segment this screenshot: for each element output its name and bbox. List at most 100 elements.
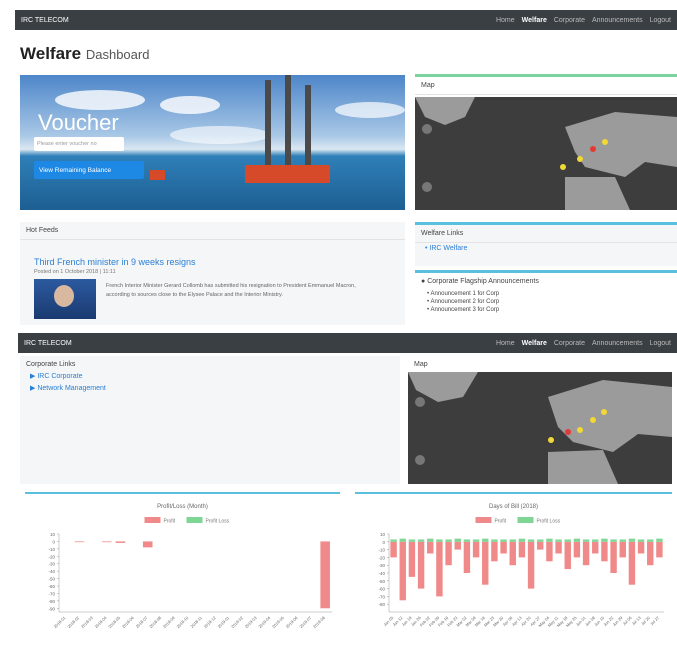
x-tick-label: Jul 27 bbox=[649, 615, 661, 627]
nav-links: Home Welfare Corporate Announcements Log… bbox=[496, 17, 671, 24]
banner: Voucher Please enter voucher no View Rem… bbox=[20, 75, 405, 210]
bar bbox=[500, 539, 506, 541]
bar bbox=[601, 539, 607, 542]
bar bbox=[638, 542, 644, 554]
x-tick-label: 2018-08 bbox=[148, 615, 162, 629]
announcement-text[interactable]: Announcement 3 for Corp bbox=[430, 307, 499, 313]
x-tick-label: 2018-09 bbox=[162, 615, 176, 629]
nav-link[interactable]: Logout bbox=[650, 17, 671, 24]
hot-feeds-panel: Hot Feeds Third French minister in 9 wee… bbox=[20, 222, 405, 325]
bar bbox=[418, 539, 424, 541]
link-text[interactable]: IRC Corporate bbox=[37, 373, 82, 380]
x-tick-label: 2018-11 bbox=[189, 615, 203, 629]
panel-title: ● Corporate Flagship Announcements bbox=[415, 273, 677, 290]
bar bbox=[102, 541, 112, 542]
bar bbox=[482, 542, 488, 585]
bar bbox=[592, 542, 598, 554]
panel-title-text: Corporate Flagship Announcements bbox=[427, 278, 539, 285]
bar bbox=[473, 542, 479, 558]
panel-title: Corporate Links bbox=[20, 356, 400, 370]
bar bbox=[565, 539, 571, 541]
bar bbox=[436, 542, 442, 597]
nav-link[interactable]: Corporate bbox=[554, 17, 585, 24]
title-main: Welfare bbox=[20, 44, 81, 63]
announcement-text[interactable]: Announcement 2 for Corp bbox=[430, 299, 499, 305]
brand: IRC TELECOM bbox=[24, 340, 72, 347]
chart-title: Profit/Loss (Month) bbox=[157, 504, 208, 510]
nav-link[interactable]: Corporate bbox=[554, 340, 585, 347]
bar bbox=[510, 542, 516, 565]
bar bbox=[656, 542, 662, 558]
bar bbox=[647, 542, 653, 565]
chart-title: Days of Bill (2018) bbox=[489, 504, 538, 510]
nav-link[interactable]: Welfare bbox=[522, 340, 547, 347]
y-tick-label: 10 bbox=[50, 532, 56, 537]
x-tick-label: 2018-02 bbox=[66, 615, 80, 629]
nav-link[interactable]: Announcements bbox=[592, 17, 643, 24]
bar bbox=[537, 539, 543, 541]
meta: Posted on 1 October 2018 | 11:11 bbox=[34, 269, 116, 275]
link-text[interactable]: Network Management bbox=[37, 385, 105, 392]
bar bbox=[519, 542, 525, 558]
y-tick-label: -70 bbox=[378, 594, 385, 599]
bar bbox=[510, 539, 516, 541]
legend-swatch bbox=[476, 517, 492, 523]
link[interactable]: • IRC Welfare bbox=[415, 243, 677, 254]
bar bbox=[116, 541, 126, 542]
bar bbox=[583, 539, 589, 541]
y-tick-label: -40 bbox=[378, 571, 385, 576]
voucher-input[interactable]: Please enter voucher no bbox=[34, 137, 124, 151]
chart-card: Profit/Loss (Month)ProfitProfit Loss100-… bbox=[25, 492, 340, 642]
bar bbox=[75, 541, 85, 542]
y-tick-label: -30 bbox=[48, 562, 55, 567]
y-tick-label: -10 bbox=[48, 547, 55, 552]
bar bbox=[555, 542, 561, 554]
panel-title: Hot Feeds bbox=[20, 222, 405, 240]
bar bbox=[491, 542, 497, 562]
panel-title: Welfare Links bbox=[415, 225, 677, 243]
nav-link[interactable]: Welfare bbox=[522, 17, 547, 24]
nav-link[interactable]: Home bbox=[496, 17, 515, 24]
navbar: IRC TELECOM Home Welfare Corporate Annou… bbox=[15, 10, 677, 30]
legend-label: Profit Loss bbox=[537, 519, 561, 525]
legend-swatch bbox=[187, 517, 203, 523]
bar bbox=[656, 539, 662, 542]
bar bbox=[400, 542, 406, 601]
x-tick-label: 2018-07 bbox=[135, 615, 149, 629]
announcements-panel: ● Corporate Flagship Announcements • Ann… bbox=[415, 270, 677, 325]
link[interactable]: ▶ Network Management bbox=[20, 382, 400, 394]
bar bbox=[519, 539, 525, 542]
bar bbox=[500, 542, 506, 554]
announcement[interactable]: • Announcement 1 for Corp bbox=[427, 290, 665, 298]
nav-link[interactable]: Announcements bbox=[592, 340, 643, 347]
nav-link[interactable]: Home bbox=[496, 340, 515, 347]
x-tick-label: 2019-07 bbox=[298, 615, 312, 629]
x-tick-label: 2018-03 bbox=[80, 615, 94, 629]
x-tick-label: 2018-01 bbox=[53, 615, 67, 629]
bar bbox=[528, 539, 534, 541]
y-tick-label: -90 bbox=[48, 606, 55, 611]
bar bbox=[445, 542, 451, 565]
x-tick-label: 2018-10 bbox=[175, 615, 189, 629]
link[interactable]: ▶ IRC Corporate bbox=[20, 370, 400, 382]
article-body: French Interior Minister Gerard Collomb … bbox=[106, 282, 376, 300]
y-tick-label: 10 bbox=[380, 532, 386, 537]
nav-link[interactable]: Logout bbox=[650, 340, 671, 347]
announcement[interactable]: • Announcement 2 for Corp bbox=[427, 298, 665, 306]
legend-swatch bbox=[145, 517, 161, 523]
bar bbox=[592, 539, 598, 541]
y-tick-label: -80 bbox=[48, 599, 55, 604]
headline[interactable]: Third French minister in 9 weeks resigns bbox=[34, 257, 196, 267]
bar bbox=[418, 542, 424, 589]
y-tick-label: 0 bbox=[382, 540, 385, 545]
map-panel: Map bbox=[408, 356, 672, 484]
link-text[interactable]: IRC Welfare bbox=[429, 245, 467, 252]
balance-button[interactable]: View Remaining Balance bbox=[34, 161, 144, 179]
y-tick-label: -60 bbox=[378, 587, 385, 592]
article-image bbox=[34, 279, 96, 319]
announcement-text[interactable]: Announcement 1 for Corp bbox=[430, 291, 499, 297]
corporate-links-panel: Corporate Links ▶ IRC Corporate ▶ Networ… bbox=[20, 356, 400, 484]
announcement[interactable]: • Announcement 3 for Corp bbox=[427, 306, 665, 314]
y-tick-label: -20 bbox=[48, 554, 55, 559]
